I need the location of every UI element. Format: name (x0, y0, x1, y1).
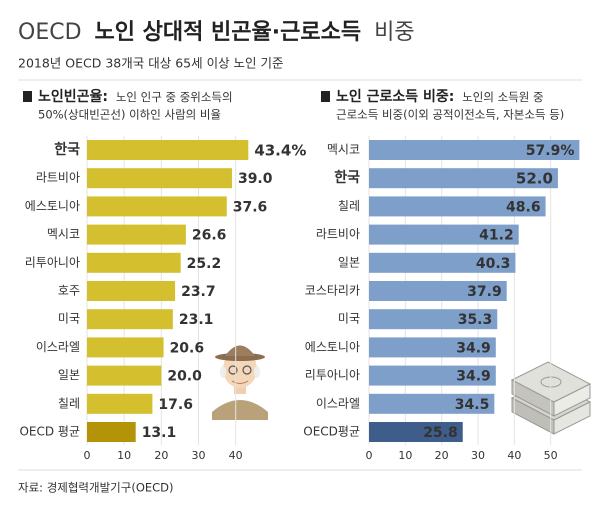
bar (87, 224, 186, 245)
category-label: 에스토니아 (25, 199, 80, 213)
bar (369, 309, 498, 330)
x-tick-label: 0 (366, 449, 373, 462)
bar (369, 196, 546, 217)
category-label: 일본 (58, 368, 80, 382)
x-tick-label: 10 (117, 449, 131, 462)
category-label: 멕시코 (327, 143, 360, 157)
value-label: 37.6 (233, 199, 268, 215)
value-label: 48.6 (506, 199, 541, 215)
x-tick-label: 40 (507, 449, 521, 462)
bar (87, 365, 162, 386)
value-label: 20.6 (170, 340, 205, 356)
bar (369, 168, 558, 189)
value-label: 52.0 (516, 170, 553, 188)
category-label: 한국 (54, 142, 80, 158)
value-label: 34.9 (456, 369, 491, 385)
category-label: 호주 (58, 284, 80, 298)
bar (369, 337, 496, 358)
category-label: 라트비아 (36, 171, 80, 185)
value-label: 39.0 (238, 171, 273, 187)
category-label: 코스타리카 (305, 284, 360, 298)
bar (87, 337, 164, 358)
chart-header-text: 50%(상대빈곤선) 이하인 사람의 비율 (38, 108, 221, 122)
bar (87, 281, 176, 301)
bar (87, 168, 232, 189)
bar (369, 140, 580, 160)
chart-header-text: 근로소득 비중(이외 공적이전소득, 자본소득 등) (336, 108, 564, 122)
header-bullet (321, 91, 330, 102)
category-label: 이스라엘 (36, 340, 80, 354)
category-label: 한국 (334, 170, 360, 186)
elderly-illustration (212, 345, 268, 420)
bar (87, 309, 173, 330)
x-tick-label: 10 (398, 449, 412, 462)
value-label: 20.0 (167, 369, 202, 385)
bar (369, 422, 463, 442)
chart-header-text: 노인의 소득원 중 (462, 90, 543, 104)
bar (369, 252, 516, 273)
value-label: 13.1 (142, 425, 177, 441)
x-tick-label: 40 (229, 449, 243, 462)
subtitle: 2018년 OECD 38개국 대상 65세 이상 노인 기준 (18, 56, 284, 71)
x-tick-label: 0 (84, 449, 91, 462)
bar (369, 281, 507, 301)
category-label: 미국 (58, 312, 80, 326)
source: 자료: 경제협력개발기구(OECD) (18, 481, 174, 495)
value-label: 40.3 (476, 256, 511, 272)
title-part: 비중 (374, 20, 414, 45)
chart-header-label: 노인빈곤율: (38, 88, 108, 105)
value-label: 26.6 (192, 228, 227, 244)
value-label: 23.1 (179, 312, 214, 328)
x-tick-label: 50 (544, 449, 558, 462)
value-label: 34.5 (455, 397, 490, 413)
value-label: 43.4% (254, 142, 306, 160)
category-label: 이스라엘 (316, 396, 360, 410)
value-label: 41.2 (479, 228, 514, 244)
value-label: 37.9 (467, 284, 502, 300)
value-label: 25.2 (187, 256, 222, 272)
header-bullet (23, 91, 32, 102)
category-label: 칠레 (58, 396, 80, 410)
bar (87, 393, 153, 414)
category-label: 일본 (338, 255, 360, 269)
chart-header: 노인 근로소득 비중: 노인의 소득원 중 (336, 88, 544, 105)
category-label: OECD 평균 (19, 425, 80, 439)
chart-header-label: 노인 근로소득 비중: (336, 88, 454, 105)
bar (369, 365, 496, 386)
value-label: 17.6 (158, 397, 193, 413)
x-tick-label: 20 (435, 449, 449, 462)
category-label: 미국 (338, 312, 360, 326)
chart: 0 10 20 30 40 한국 43.4% 라트비아 39.0 에스토니아 37.6 멕시코 26.6… (19, 136, 306, 462)
x-tick-label: 20 (154, 449, 168, 462)
bar (87, 140, 249, 160)
bar (87, 196, 227, 217)
category-label: OECD평균 (303, 425, 360, 439)
category-label: 리투아니아 (25, 255, 80, 269)
x-tick-label: 30 (192, 449, 206, 462)
category-label: 라트비아 (316, 227, 360, 241)
chart-header: 노인빈곤율: 노인 인구 중 중위소득의 (38, 88, 233, 105)
title: OECD 노인 상대적 빈곤율·근로소득 비중 (18, 20, 415, 45)
x-tick-label: 30 (471, 449, 485, 462)
value-label: 23.7 (181, 284, 216, 300)
value-label: 35.3 (458, 312, 493, 328)
category-label: 멕시코 (47, 227, 80, 241)
category-label: 칠레 (338, 199, 360, 213)
value-label: 25.8 (423, 425, 458, 441)
category-label: 리투아니아 (305, 368, 360, 382)
value-label: 57.9% (526, 143, 575, 159)
category-label: 에스토니아 (305, 340, 360, 354)
bar (87, 422, 136, 442)
bar (369, 393, 495, 414)
value-label: 34.9 (456, 340, 491, 356)
bar (87, 252, 181, 273)
chart-header-text: 노인 인구 중 중위소득의 (116, 90, 233, 104)
title-part: 노인 상대적 빈곤율·근로소득 (95, 20, 362, 45)
bar (369, 224, 519, 245)
title-part: OECD (18, 20, 82, 45)
chart: 0 10 20 30 40 50 멕시코 57.9% 한국 52.0 칠레 48.6 라트비아 41.2 일… (303, 136, 580, 462)
